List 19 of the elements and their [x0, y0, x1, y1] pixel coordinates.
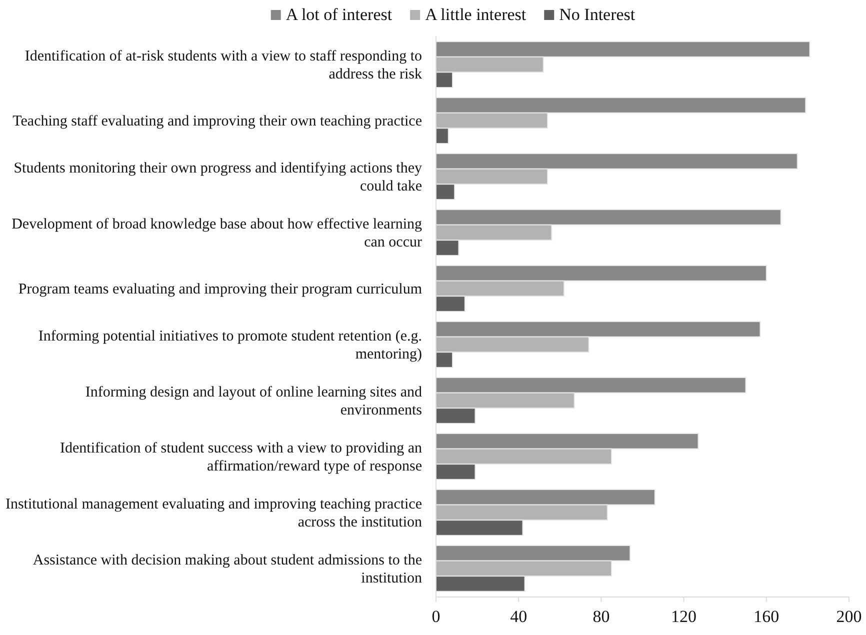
- legend-label: A lot of interest: [286, 5, 392, 24]
- y-tick-label: Institutional management evaluating and improving teaching practice across the institution: [5, 496, 422, 530]
- y-tick-label: Students monitoring their own progress and identifying actions they could take: [14, 160, 422, 195]
- x-tick-label: 80: [592, 607, 610, 626]
- y-tick-label: Informing potential initiatives to promote student retention (e.g. mentoring): [38, 328, 422, 362]
- x-tick-label: 40: [510, 607, 528, 626]
- x-tick-label: 120: [671, 607, 697, 626]
- y-tick-label: Program teams evaluating and improving their program curriculum: [18, 282, 422, 298]
- legend-label: No Interest: [559, 5, 636, 24]
- legend-label: A little interest: [425, 5, 526, 24]
- y-tick-label: Assistance with decision making about student admissions to the institution: [32, 552, 422, 586]
- y-tick-label: Informing design and layout of online learning sites and environments: [85, 384, 422, 418]
- y-tick-label: Teaching staff evaluating and improving their own teaching practice: [12, 114, 422, 130]
- y-tick-label: Development of broad knowledge base about how effective learning can occur: [12, 216, 422, 251]
- x-tick-label: 160: [754, 607, 780, 626]
- y-tick-label: Identification of student success with a view to providing an affirmation/reward type of response: [60, 440, 422, 474]
- x-tick-label: 0: [432, 607, 440, 626]
- x-tick-label: 200: [836, 607, 862, 626]
- y-tick-label: Identification of at-risk students with a view to staff responding to address the risk: [24, 48, 422, 83]
